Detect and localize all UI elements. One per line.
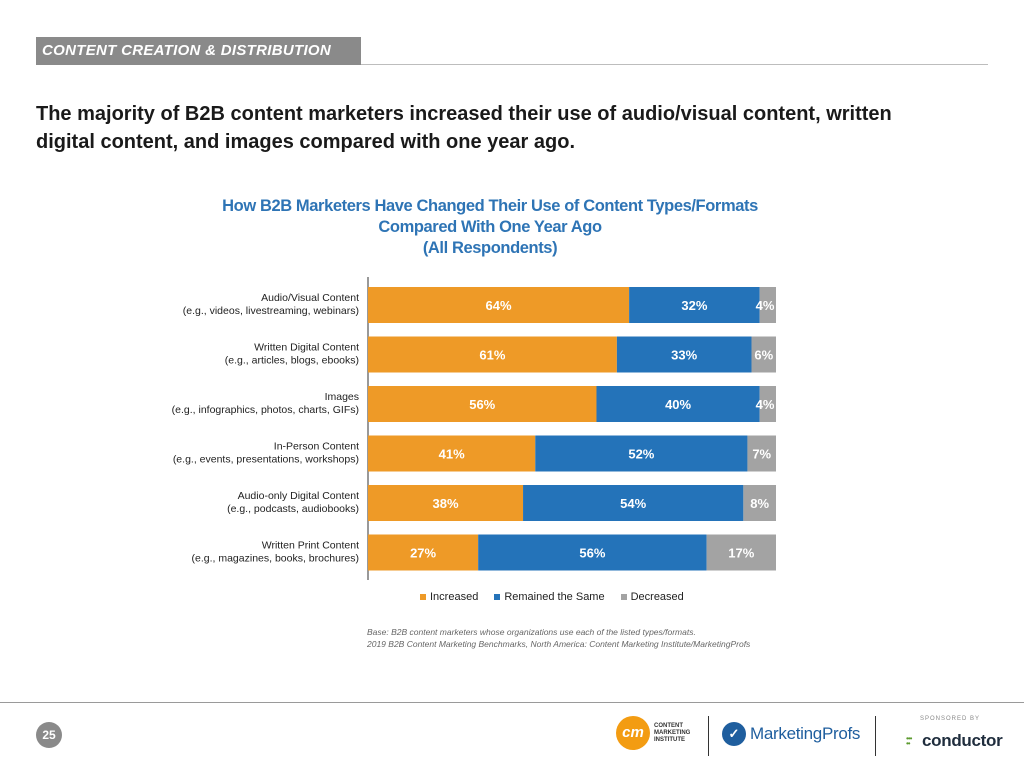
marketingprofs-logo: ✓ MarketingProfs bbox=[722, 722, 860, 746]
bar-segment-remained-the-same bbox=[596, 386, 760, 422]
page-headline: The majority of B2B content marketers in… bbox=[36, 103, 892, 153]
data-label: 40% bbox=[665, 397, 691, 412]
data-label: 4% bbox=[756, 397, 775, 412]
bar-segment-remained-the-same bbox=[478, 534, 707, 571]
source-citation: 2019 B2B Content Marketing Benchmarks, N… bbox=[367, 639, 751, 649]
data-label: 7% bbox=[752, 447, 771, 462]
data-label: 56% bbox=[469, 397, 495, 412]
data-label: 17% bbox=[728, 546, 754, 561]
source-base: Base: B2B content marketers whose organi… bbox=[367, 627, 696, 637]
legend-swatch bbox=[494, 594, 501, 600]
bar-segment-remained-the-same bbox=[616, 336, 752, 373]
legend-item: Decreased bbox=[620, 591, 684, 603]
source-note: Base: B2B content marketers whose organi… bbox=[367, 626, 867, 650]
legend-label: Remained the Same bbox=[504, 591, 605, 603]
category-label: Written Digital Content bbox=[254, 342, 359, 354]
legend-item: Increased bbox=[420, 591, 478, 603]
cmi-logo-mark: cm bbox=[616, 716, 650, 750]
footer-divider bbox=[0, 702, 1024, 703]
conductor-name: conductor bbox=[922, 731, 1003, 750]
bar-segment-increased bbox=[368, 336, 617, 373]
logo-divider bbox=[708, 716, 709, 756]
category-label: Audio/Visual Content bbox=[261, 292, 359, 304]
logo-divider bbox=[875, 716, 876, 756]
data-label: 61% bbox=[479, 348, 505, 363]
category-detail-label: (e.g., podcasts, audiobooks) bbox=[227, 503, 359, 515]
legend-swatch bbox=[620, 594, 627, 600]
section-label: CONTENT CREATION & DISTRIBUTION bbox=[42, 42, 332, 59]
category-label: Written Print Content bbox=[262, 540, 359, 552]
bar-segment-decreased bbox=[759, 386, 776, 422]
legend-swatch bbox=[420, 594, 426, 600]
legend-label: Decreased bbox=[630, 591, 684, 603]
cmi-logo: cm CONTENT MARKETING INSTITUTE bbox=[616, 716, 699, 750]
chart-title-line: (All Respondents) bbox=[422, 239, 558, 257]
data-label: 52% bbox=[628, 447, 654, 462]
chart-title-line: How B2B Marketers Have Changed Their Use… bbox=[222, 197, 758, 215]
chart-legend: Increased Remained the Same Decreased bbox=[420, 591, 700, 603]
cmi-logo-text: CONTENT MARKETING INSTITUTE bbox=[654, 722, 691, 743]
legend-item: Remained the Same bbox=[494, 591, 605, 603]
category-detail-label: (e.g., magazines, books, brochures) bbox=[192, 553, 360, 565]
data-label: 8% bbox=[750, 496, 769, 511]
data-label: 64% bbox=[486, 298, 512, 313]
category-detail-label: (e.g., articles, blogs, ebooks) bbox=[225, 355, 359, 367]
category-detail-label: (e.g., events, presentations, workshops) bbox=[173, 454, 359, 466]
bar-segment-increased bbox=[368, 435, 536, 472]
bar-segment-increased bbox=[368, 485, 524, 521]
section-header: CONTENT CREATION & DISTRIBUTION bbox=[36, 37, 361, 65]
bar-segment-remained-the-same bbox=[535, 435, 748, 472]
data-label: 41% bbox=[439, 447, 465, 462]
header-divider bbox=[361, 64, 988, 65]
bar-segment-remained-the-same bbox=[523, 485, 744, 521]
conductor-logo: ••• •• conductor bbox=[906, 731, 1003, 751]
page-number: 25 bbox=[36, 722, 62, 748]
data-label: 4% bbox=[756, 298, 775, 313]
sponsored-by-label: SPONSORED BY bbox=[920, 716, 981, 722]
data-label: 32% bbox=[681, 298, 707, 313]
bar-segment-increased bbox=[368, 386, 597, 422]
data-label: 38% bbox=[433, 496, 459, 511]
category-label: Images bbox=[325, 391, 359, 403]
bar-segment-remained-the-same bbox=[629, 287, 760, 323]
conductor-dots-icon: ••• •• bbox=[906, 734, 912, 748]
bar-segment-decreased bbox=[747, 435, 776, 472]
bar-segment-decreased bbox=[706, 534, 776, 571]
category-label: Audio-only Digital Content bbox=[238, 490, 359, 502]
category-label: In-Person Content bbox=[274, 441, 359, 453]
bar-segment-decreased bbox=[751, 336, 776, 373]
category-detail-label: (e.g., infographics, photos, charts, GIF… bbox=[172, 404, 359, 416]
marketingprofs-icon: ✓ bbox=[722, 722, 746, 746]
chart-title: How B2B Marketers Have Changed Their Use… bbox=[150, 196, 830, 259]
data-label: 33% bbox=[671, 348, 697, 363]
data-label: 56% bbox=[579, 546, 605, 561]
category-detail-label: (e.g., videos, livestreaming, webinars) bbox=[183, 305, 359, 317]
legend-label: Increased bbox=[430, 591, 479, 603]
data-label: 6% bbox=[754, 348, 773, 363]
bar-segment-increased bbox=[368, 534, 479, 571]
data-label: 27% bbox=[410, 546, 436, 561]
bar-segment-increased bbox=[368, 287, 630, 323]
bar-segment-decreased bbox=[743, 485, 776, 521]
bar-segment-decreased bbox=[759, 287, 776, 323]
chart-title-line: Compared With One Year Ago bbox=[378, 218, 602, 236]
marketingprofs-name: MarketingProfs bbox=[750, 724, 861, 743]
data-label: 54% bbox=[620, 496, 646, 511]
